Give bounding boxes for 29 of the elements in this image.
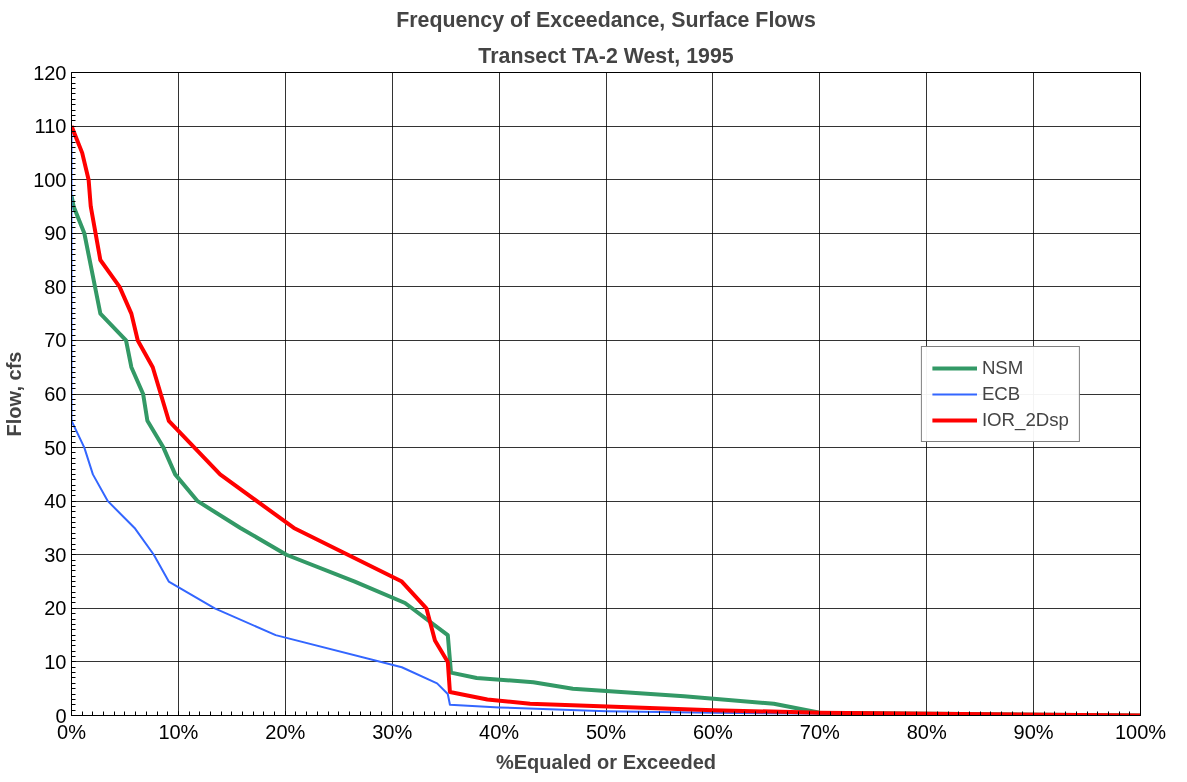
y-tick-label: 80 xyxy=(44,275,67,298)
legend-label: IOR_2Dsp xyxy=(981,408,1069,431)
y-tick-label: 60 xyxy=(44,383,67,405)
x-tick-label: 60% xyxy=(692,720,734,743)
legend-label: ECB xyxy=(981,382,1021,405)
y-tick-label: 50 xyxy=(44,436,67,459)
chart-title: Frequency of Exceedance, Surface Flows xyxy=(396,7,816,32)
x-tick-label: 40% xyxy=(479,720,520,743)
y-tick-label: 20 xyxy=(44,597,67,620)
x-tick-label: 30% xyxy=(372,720,413,743)
y-tick-label: 10 xyxy=(44,650,67,673)
y-tick-label: 30 xyxy=(44,543,67,566)
x-tick-label: 10% xyxy=(158,720,199,743)
x-axis-title: %Equaled or Exceeded xyxy=(495,750,717,773)
y-axis-title: Flow, cfs xyxy=(3,351,26,437)
y-tick-label: 110 xyxy=(34,115,67,138)
x-tick-label: 80% xyxy=(906,720,947,743)
y-tick-label: 90 xyxy=(44,222,67,245)
y-tick-label: 40 xyxy=(44,490,67,513)
legend-label: NSM xyxy=(981,356,1024,379)
x-tick-label: 100% xyxy=(1114,720,1167,743)
x-tick-label: 50% xyxy=(585,720,627,743)
x-tick-label: 70% xyxy=(799,720,841,743)
chart-subtitle: Transect TA-2 West, 1995 xyxy=(478,43,734,68)
y-tick-label: 120 xyxy=(33,61,67,84)
y-tick-label: 100 xyxy=(33,168,67,191)
x-tick-label: 90% xyxy=(1013,720,1054,743)
y-tick-label: 70 xyxy=(44,329,67,352)
x-tick-label: 20% xyxy=(265,720,306,743)
